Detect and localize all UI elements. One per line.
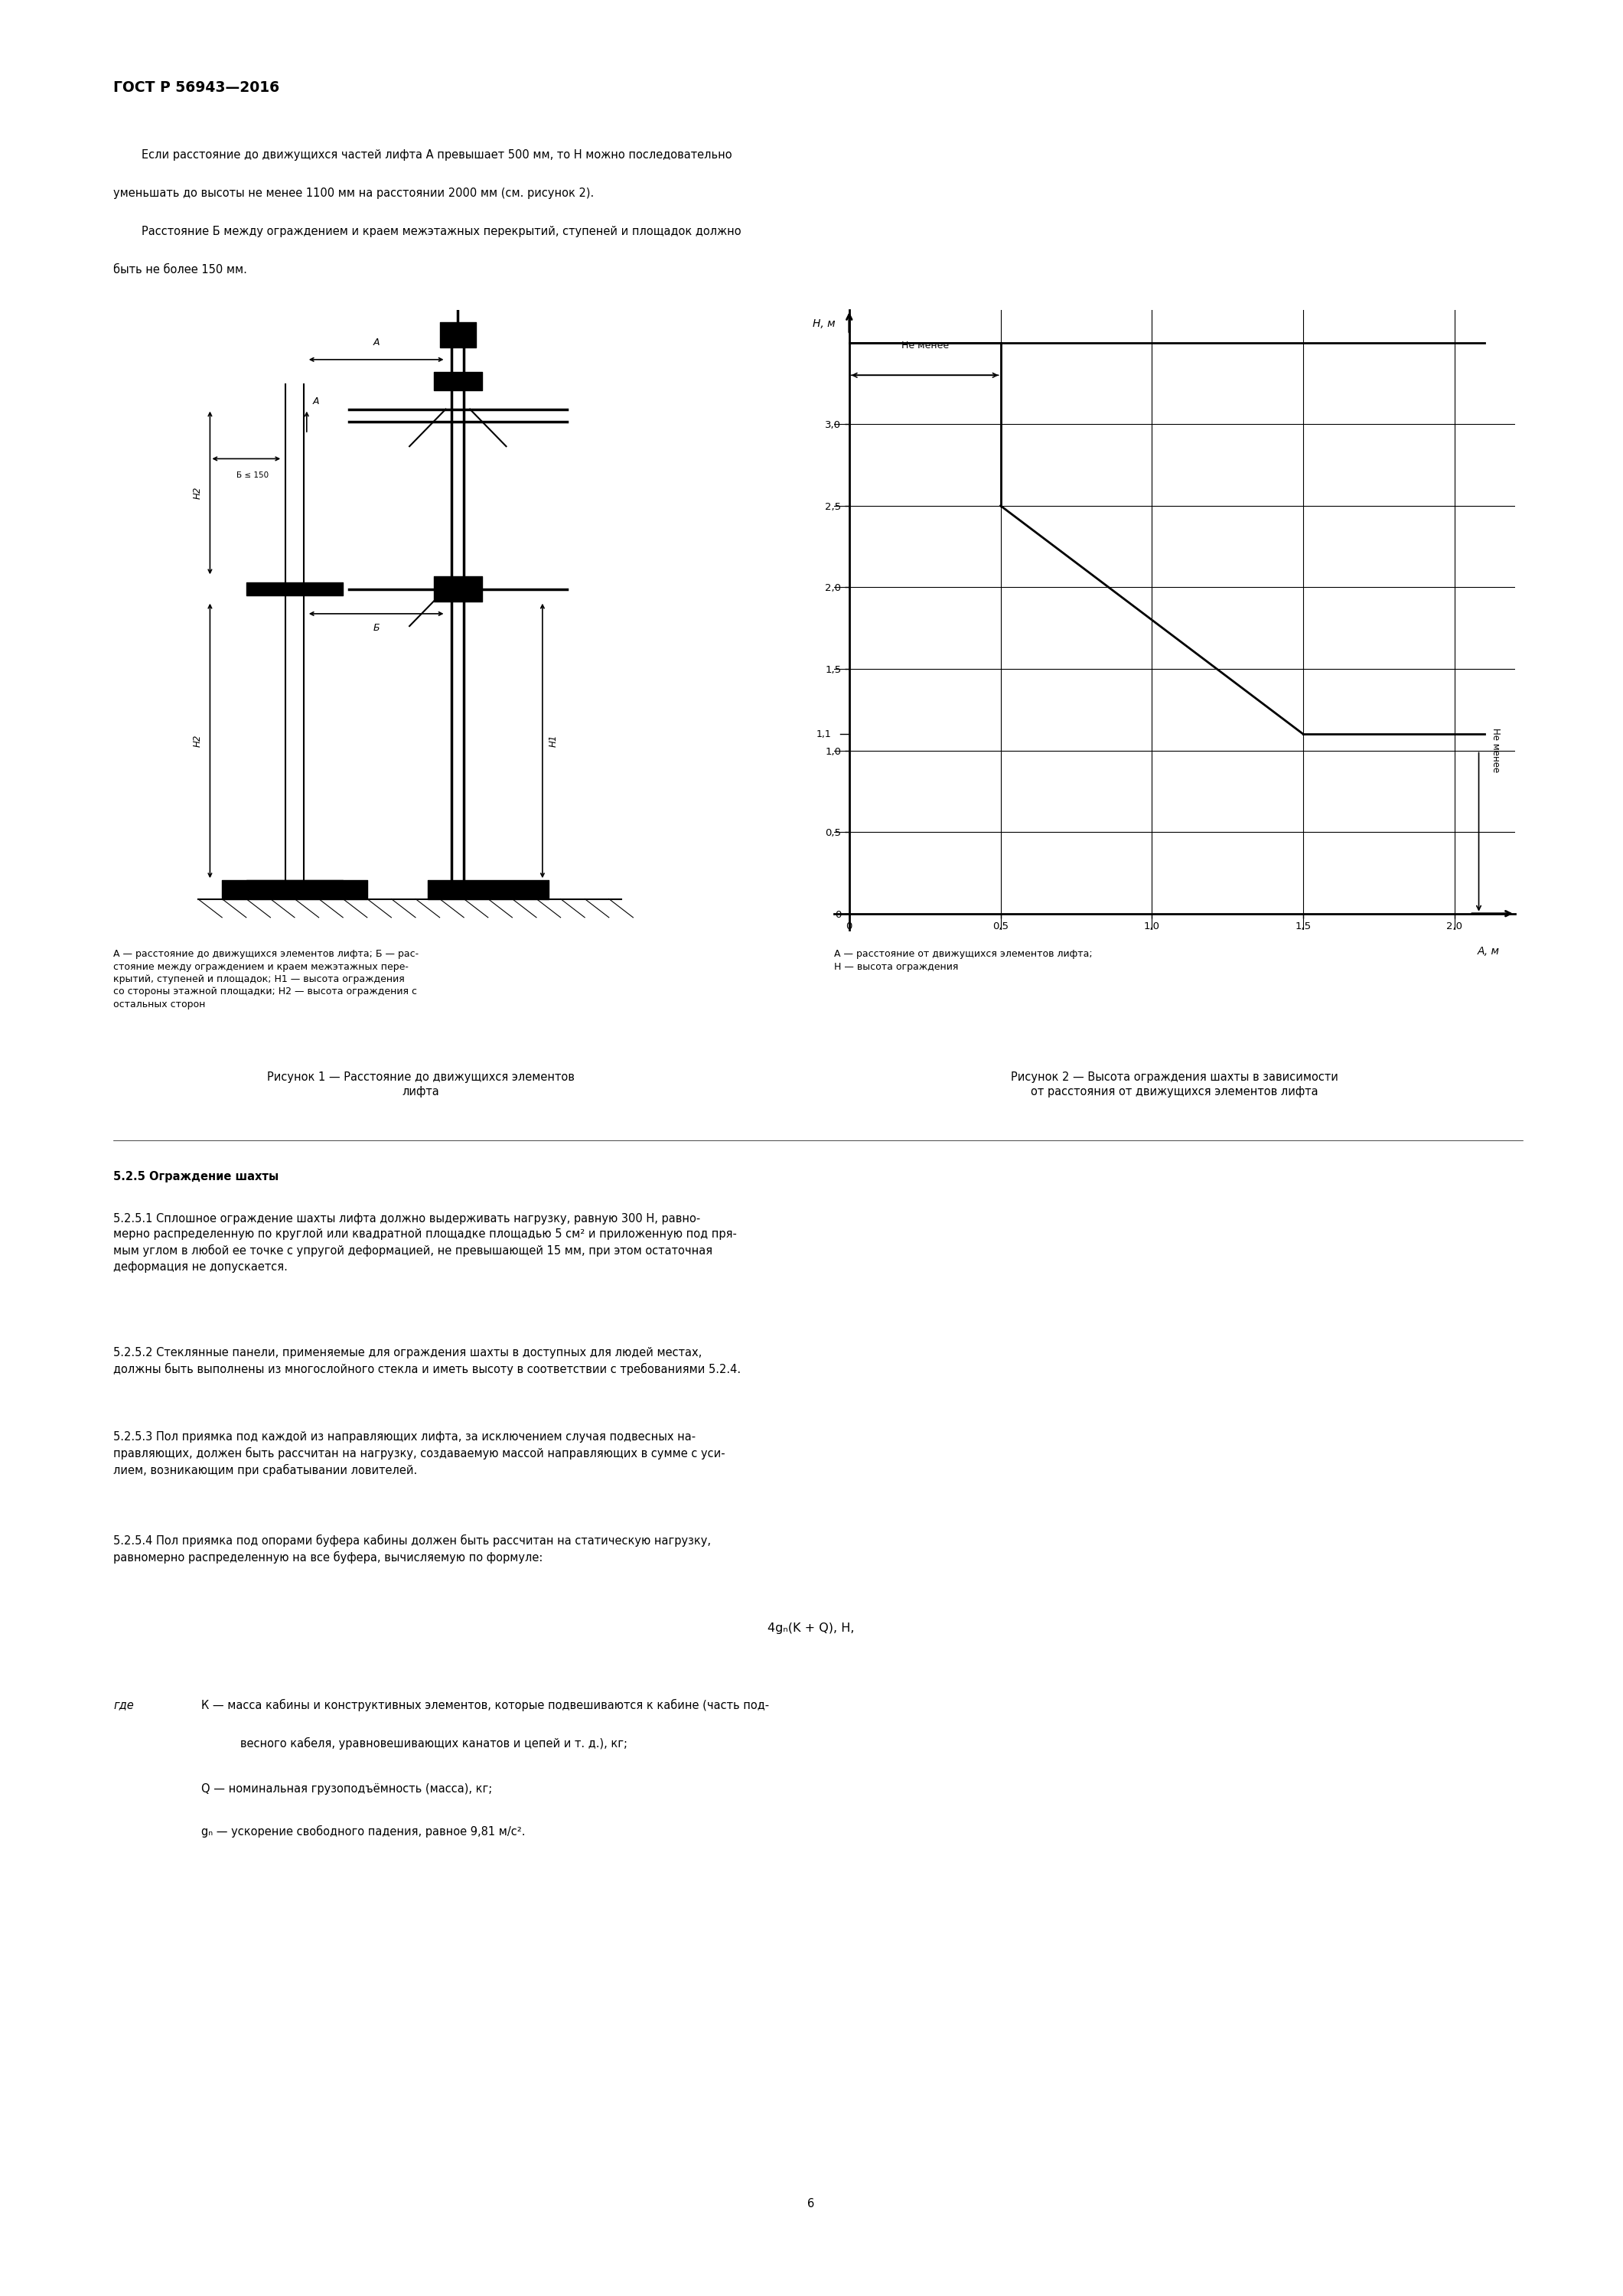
Text: H, м: H, м <box>813 319 836 328</box>
Text: A, м: A, м <box>1479 946 1500 957</box>
Text: gₙ — ускорение свободного падения, равное 9,81 м/с².: gₙ — ускорение свободного падения, равно… <box>201 1825 526 1837</box>
Text: уменьшать до высоты не менее 1100 мм на расстоянии 2000 мм (см. рисунок 2).: уменьшать до высоты не менее 1100 мм на … <box>114 188 594 200</box>
Text: A: A <box>313 397 320 406</box>
Text: 5.2.5.3 Пол приямка под каждой из направляющих лифта, за исключением случая подв: 5.2.5.3 Пол приямка под каждой из направ… <box>114 1430 725 1476</box>
Text: Б: Б <box>373 622 380 634</box>
Text: H2: H2 <box>193 735 203 746</box>
Text: быть не более 150 мм.: быть не более 150 мм. <box>114 264 247 276</box>
Text: 6: 6 <box>808 2200 815 2209</box>
Text: Б ≤ 150: Б ≤ 150 <box>237 471 268 480</box>
Text: 5.2.5.1 Сплошное ограждение шахты лифта должно выдерживать нагрузку, равную 300 : 5.2.5.1 Сплошное ограждение шахты лифта … <box>114 1212 737 1272</box>
Text: 4gₙ(K + Q), H,: 4gₙ(K + Q), H, <box>768 1623 855 1635</box>
Text: 5.2.5.2 Стеклянные панели, применяемые для ограждения шахты в доступных для люде: 5.2.5.2 Стеклянные панели, применяемые д… <box>114 1348 740 1375</box>
Text: A: A <box>373 338 380 347</box>
Text: Расстояние Б между ограждением и краем межэтажных перекрытий, ступеней и площадо: Расстояние Б между ограждением и краем м… <box>114 225 742 236</box>
Text: К — масса кабины и конструктивных элементов, которые подвешиваются к кабине (час: К — масса кабины и конструктивных элемен… <box>201 1699 769 1711</box>
Text: А — расстояние до движущихся элементов лифта; Б — рас-
стояние между ограждением: А — расстояние до движущихся элементов л… <box>114 948 419 1010</box>
Text: 5.2.5.4 Пол приямка под опорами буфера кабины должен быть рассчитан на статическ: 5.2.5.4 Пол приямка под опорами буфера к… <box>114 1534 711 1564</box>
Text: Рисунок 1 — Расстояние до движущихся элементов
лифта: Рисунок 1 — Расстояние до движущихся эле… <box>268 1072 575 1097</box>
Text: ГОСТ Р 56943—2016: ГОСТ Р 56943—2016 <box>114 80 279 94</box>
Text: H2: H2 <box>193 487 203 498</box>
Text: Если расстояние до движущихся частей лифта А превышает 500 мм, то Н можно послед: Если расстояние до движущихся частей лиф… <box>114 149 732 161</box>
Text: А — расстояние от движущихся элементов лифта;
Н — высота ограждения: А — расстояние от движущихся элементов л… <box>834 948 1092 971</box>
Text: Q — номинальная грузоподъёмность (масса), кг;: Q — номинальная грузоподъёмность (масса)… <box>201 1784 492 1795</box>
Text: где: где <box>114 1699 133 1711</box>
Text: весного кабеля, уравновешивающих канатов и цепей и т. д.), кг;: весного кабеля, уравновешивающих канатов… <box>201 1738 628 1750</box>
Text: Рисунок 2 — Высота ограждения шахты в зависимости
от расстояния от движущихся эл: Рисунок 2 — Высота ограждения шахты в за… <box>1011 1072 1339 1097</box>
Text: Не менее: Не менее <box>901 340 949 351</box>
Text: H1: H1 <box>549 735 558 746</box>
Text: 1,1: 1,1 <box>816 730 831 739</box>
Text: 5.2.5 Ограждение шахты: 5.2.5 Ограждение шахты <box>114 1171 279 1182</box>
Text: Не менее: Не менее <box>1492 728 1501 774</box>
